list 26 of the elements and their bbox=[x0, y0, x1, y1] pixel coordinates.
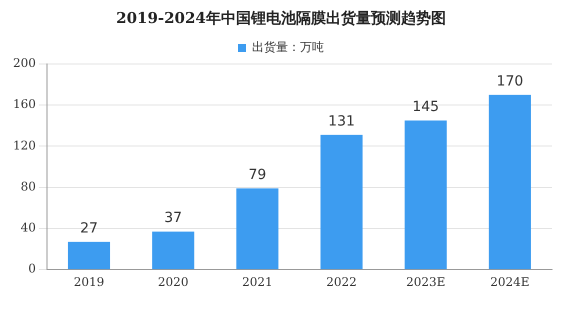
data-label: 145 bbox=[412, 99, 440, 116]
x-tick-label: 2020 bbox=[158, 274, 188, 289]
x-tick-label: 2023E bbox=[406, 274, 446, 289]
y-tick-label: 0 bbox=[28, 262, 36, 276]
bar bbox=[152, 232, 194, 270]
bar bbox=[320, 134, 363, 270]
data-label: 37 bbox=[164, 210, 182, 226]
data-label: 170 bbox=[496, 73, 524, 90]
legend-label: 出货量：万吨 bbox=[252, 40, 324, 54]
chart-title: 2019-2024年中国锂电池隔膜出货量预测趋势图 bbox=[116, 8, 446, 27]
y-tick-label: 80 bbox=[20, 179, 36, 194]
bar bbox=[404, 120, 447, 270]
y-tick-label: 160 bbox=[13, 97, 36, 112]
data-label: 131 bbox=[328, 114, 355, 130]
y-tick-label: 40 bbox=[20, 220, 36, 235]
x-tick-label: 2022 bbox=[326, 274, 357, 289]
data-label: 79 bbox=[248, 167, 266, 184]
bar bbox=[68, 242, 110, 270]
data-label: 27 bbox=[80, 220, 98, 236]
x-tick-label: 2019 bbox=[74, 274, 104, 289]
x-tick-label: 2024E bbox=[490, 274, 530, 289]
bar bbox=[488, 94, 531, 270]
y-tick-label: 120 bbox=[13, 138, 36, 152]
y-tick-label: 200 bbox=[13, 56, 36, 70]
x-tick-label: 2021 bbox=[242, 274, 273, 289]
bar bbox=[236, 188, 278, 270]
